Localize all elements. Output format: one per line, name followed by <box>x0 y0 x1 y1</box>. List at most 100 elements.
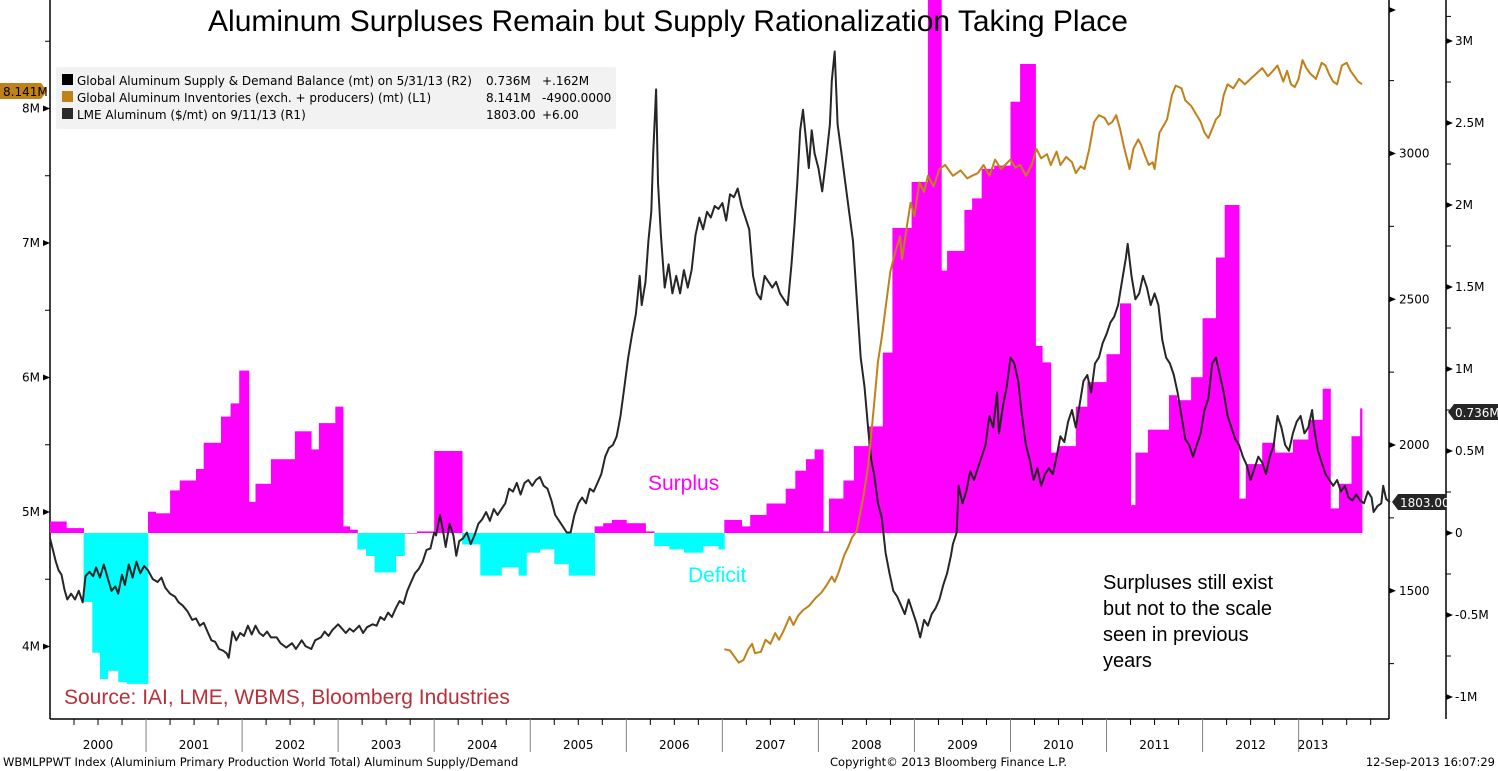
surplus-bar <box>1176 400 1192 533</box>
r2-tick-mark <box>1446 366 1453 372</box>
r2-tick-label: 0 <box>1455 526 1463 540</box>
lme-price-line <box>49 50 1391 659</box>
legend-entry: Global Aluminum Inventories (exch. + pro… <box>62 91 611 105</box>
r1-tick-label: 1500 <box>1399 584 1430 598</box>
footer-index-label: WBMLPPWT Index (Aluminium Primary Produc… <box>3 755 518 769</box>
surplus-bar <box>1360 408 1363 533</box>
year-label: 2011 <box>1139 738 1170 752</box>
l1-tick-mark <box>43 509 50 515</box>
r2-tick-label: -1M <box>1455 690 1477 704</box>
r2-tick-mark <box>1446 284 1453 290</box>
r2-tick-mark <box>1446 694 1453 700</box>
surplus-bar <box>1050 452 1059 533</box>
deficit-bar <box>683 533 704 553</box>
surplus-bar <box>994 165 1011 533</box>
surplus-bar <box>1106 354 1121 533</box>
x-axis: 2000 2001 2002 2003 2004 2005 2006 2007 2008 2009… <box>73 719 1372 752</box>
year-label: 2001 <box>179 738 210 752</box>
r2-tick-mark <box>1446 202 1453 208</box>
surplus-bar <box>1087 382 1107 533</box>
surplus-bar <box>1239 498 1247 533</box>
tag-l1-text: 8.141M <box>3 85 48 99</box>
r2-tick-label: 3M <box>1455 34 1473 48</box>
l1-tick-mark <box>43 105 50 112</box>
r2-tick-label: 2M <box>1455 198 1473 212</box>
surplus-bar <box>1042 362 1052 533</box>
deficit-bar <box>703 533 719 547</box>
year-label: 2007 <box>755 738 786 752</box>
legend-last-value: 0.736M <box>486 74 531 88</box>
legend-swatch-price <box>62 108 73 119</box>
legend-change: +.162M <box>542 74 589 88</box>
r1-tick-mark <box>1389 442 1396 448</box>
year-label: 2000 <box>83 738 114 752</box>
surplus-bar <box>1169 395 1178 533</box>
year-label: 2004 <box>467 738 498 752</box>
r1-tick-mark <box>1389 150 1396 157</box>
surplus-bar <box>594 526 604 533</box>
surplus-bar <box>927 0 942 533</box>
r2-tick-mark <box>1446 120 1453 126</box>
deficit-bar <box>669 533 685 550</box>
deficit-bar <box>568 533 595 576</box>
r1-tick-label: 2500 <box>1399 292 1430 306</box>
surplus-bar <box>50 521 67 533</box>
r2-tick-mark <box>1446 448 1453 454</box>
surplus-bar <box>645 531 655 533</box>
balance-bars <box>50 0 1363 684</box>
surplus-bar <box>1292 439 1309 533</box>
legend-change: +6.00 <box>542 108 579 122</box>
l1-tick-label: 7M <box>22 236 40 250</box>
l1-tick-mark <box>43 643 50 650</box>
surplus-bar <box>255 483 272 533</box>
r1-tick-mark <box>1389 587 1396 594</box>
source-label: Source: IAI, LME, WBMS, Bloomberg Indust… <box>64 686 510 709</box>
right-axis-r1: 1500 2000 2500 3000 <box>1389 7 1430 665</box>
legend-label: LME Aluminum ($/mt) on 9/11/13 (R1) <box>77 108 306 122</box>
year-label: 2010 <box>1043 738 1074 752</box>
left-axis-l1: 4M 5M 6M 7M 8M <box>22 40 50 654</box>
tag-r1-text: 1803.00 <box>1400 496 1450 510</box>
l1-tick-label: 8M <box>22 102 40 116</box>
surplus-bar <box>1245 464 1263 533</box>
surplus-bar <box>404 533 418 534</box>
surplus-bar <box>1010 101 1021 533</box>
surplus-bar <box>805 459 815 533</box>
deficit-bar <box>83 533 93 602</box>
surplus-bar <box>196 469 205 533</box>
surplus-bar <box>148 511 157 533</box>
surplus-bar <box>1147 429 1170 533</box>
note-line: but not to the scale <box>1103 598 1272 620</box>
legend-swatch-inventories <box>62 91 73 102</box>
surplus-annotation: Surplus <box>648 472 719 495</box>
deficit-bar <box>501 533 520 568</box>
r2-tick-label: 1.5M <box>1455 280 1484 294</box>
year-label: 2012 <box>1235 738 1266 752</box>
surplus-bar <box>1351 436 1361 533</box>
tag-r2-text: 0.736M <box>1455 406 1498 420</box>
surplus-bar <box>882 352 893 533</box>
surplus-bar <box>1224 205 1240 533</box>
legend-background <box>56 67 616 129</box>
footer-timestamp: 12-Sep-2013 16:07:29 <box>1366 755 1495 769</box>
r2-tick-label: 0.5M <box>1455 444 1484 458</box>
surplus-bar <box>741 526 751 533</box>
year-label: 2008 <box>851 738 882 752</box>
deficit-bar <box>539 533 555 550</box>
legend: Global Aluminum Supply & Demand Balance … <box>56 67 616 129</box>
note-line: seen in previous <box>1103 624 1249 646</box>
deficit-bar <box>374 533 388 573</box>
footer-copyright: Copyright© 2013 Bloomberg Finance L.P. <box>830 755 1067 769</box>
tag-r1-last: 1803.00 <box>1392 494 1450 510</box>
tag-r1-shape <box>1392 494 1446 510</box>
surplus-bar <box>941 270 948 533</box>
surplus-bar <box>248 501 256 533</box>
surplus-bar <box>221 416 231 533</box>
surplus-bar <box>1135 452 1149 533</box>
surplus-bar <box>766 503 787 533</box>
surplus-bar <box>1322 388 1331 533</box>
surplus-bar <box>795 470 807 533</box>
r1-tick-label: 2000 <box>1399 438 1430 452</box>
legend-label: Global Aluminum Inventories (exch. + pro… <box>77 91 431 105</box>
year-label: 2013 <box>1298 738 1329 752</box>
